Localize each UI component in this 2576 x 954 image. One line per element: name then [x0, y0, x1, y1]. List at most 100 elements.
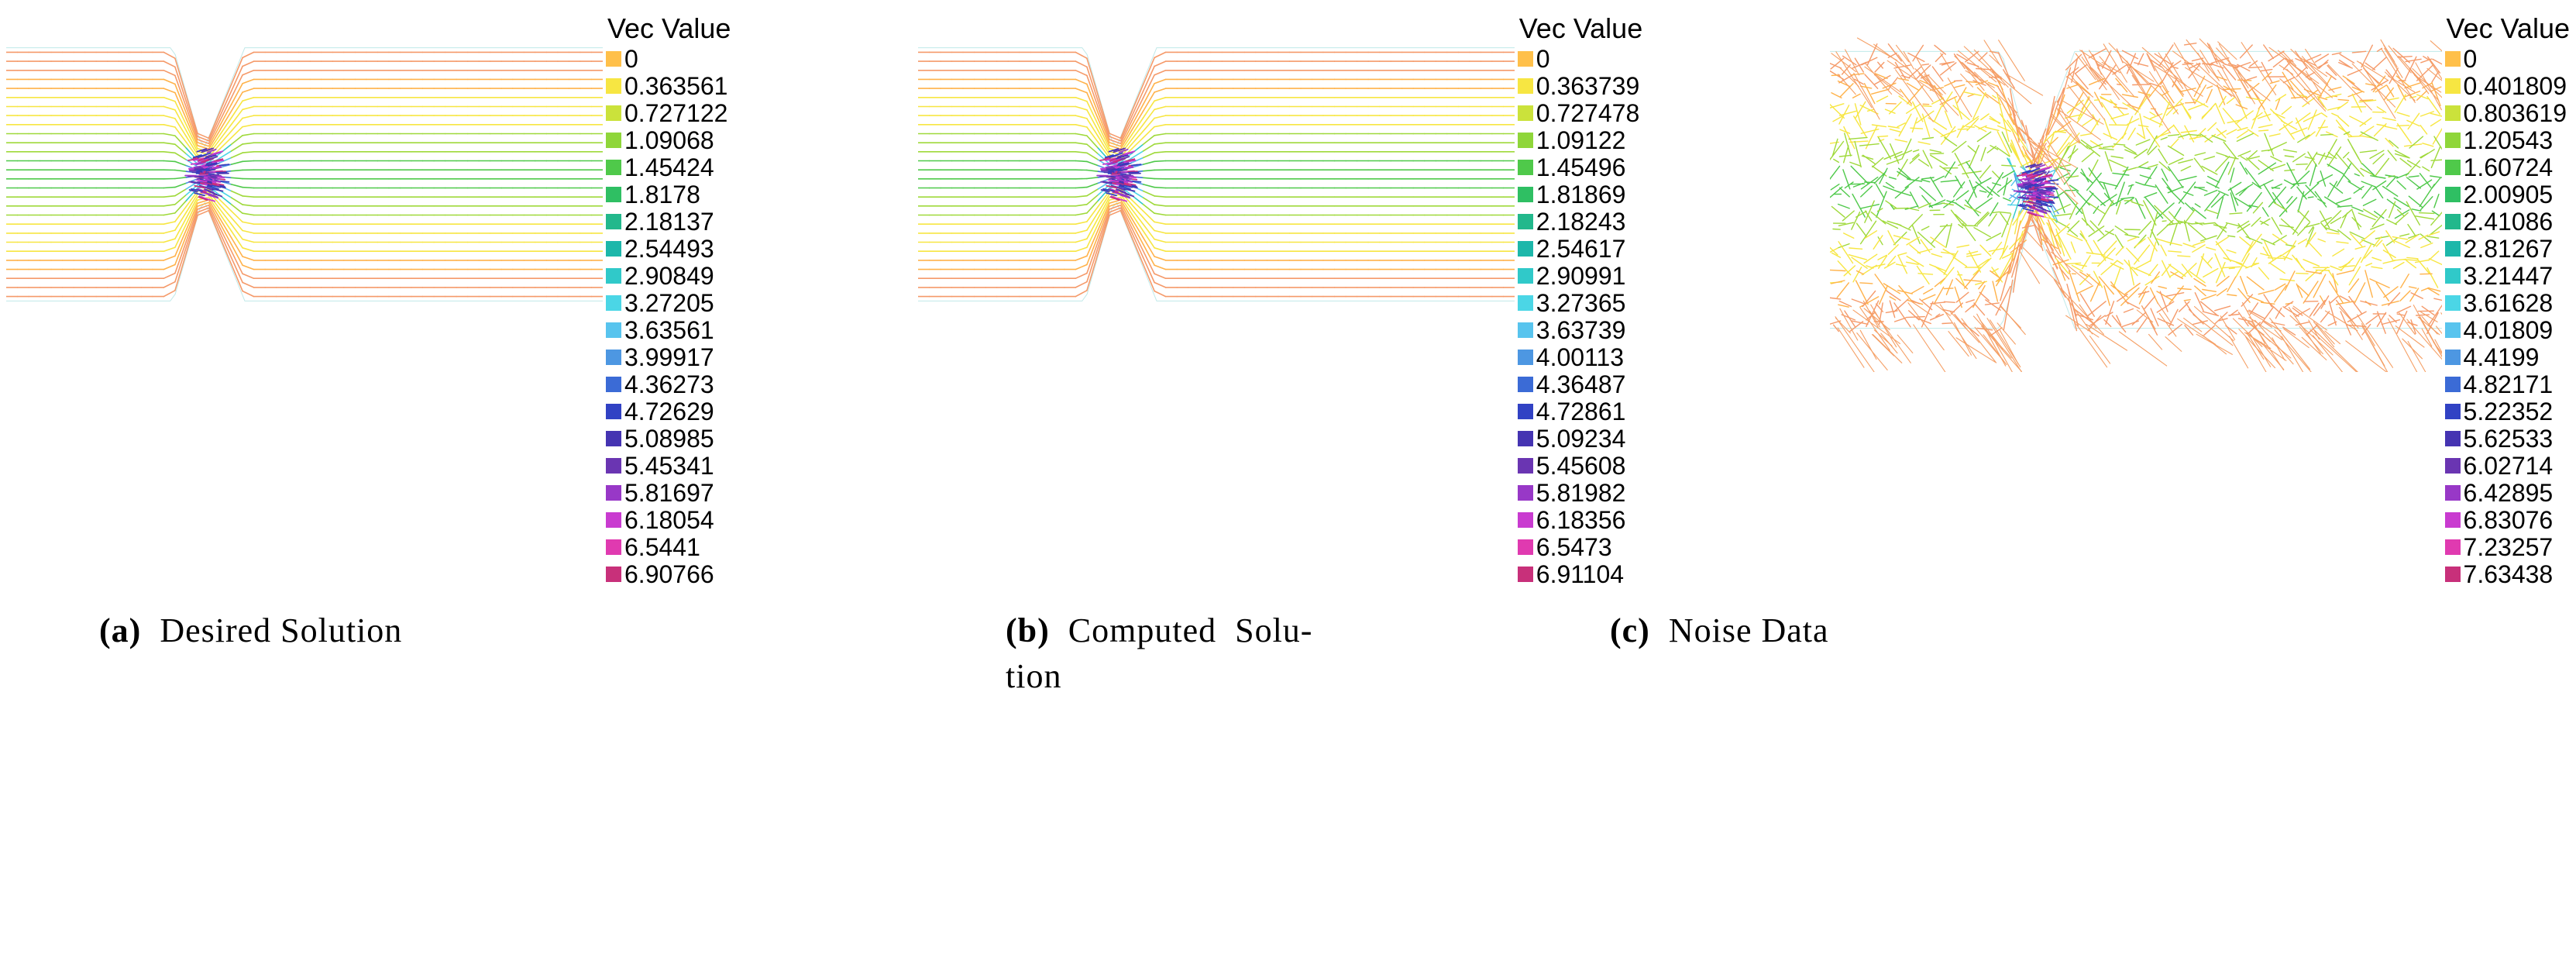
caption-text: Computed Solu-: [1050, 611, 1313, 649]
legend-row: 0.363739: [1518, 74, 1642, 98]
legend-row: 2.54493: [606, 236, 731, 261]
legend-swatch: [2445, 431, 2461, 446]
legend-row: 4.01809: [2445, 318, 2570, 343]
legend-swatch: [1518, 512, 1533, 528]
legend-row: 2.90991: [1518, 263, 1642, 288]
legend-swatch: [2445, 322, 2461, 338]
legend-swatch: [2445, 458, 2461, 474]
legend-row: 4.4199: [2445, 345, 2570, 370]
legend-swatch: [606, 105, 621, 121]
legend-row: 3.27365: [1518, 291, 1642, 315]
legend-label: 5.08985: [624, 426, 714, 451]
legend-row: 6.42895: [2445, 480, 2570, 505]
legend-row: 6.18356: [1518, 508, 1642, 532]
legend-label: 2.18243: [1536, 209, 1626, 234]
legend-row: 0: [1518, 46, 1642, 71]
legend-row: 0.727478: [1518, 101, 1642, 126]
legend-row: 2.18137: [606, 209, 731, 234]
legend-label: 1.45496: [1536, 155, 1626, 180]
panel-b: Vec Value00.3637390.7274781.091221.45496…: [918, 8, 1642, 589]
legend-c: Vec Value00.4018090.8036191.205431.60724…: [2445, 12, 2570, 589]
legend-row: 4.36273: [606, 372, 731, 397]
vector-field-svg: [918, 8, 1515, 341]
legend-swatch: [606, 133, 621, 148]
panel-top-c: Vec Value00.4018090.8036191.205431.60724…: [1830, 8, 2570, 589]
legend-swatch: [606, 214, 621, 229]
legend-row: 2.41086: [2445, 209, 2570, 234]
legend-row: 5.09234: [1518, 426, 1642, 451]
legend-row: 5.81982: [1518, 480, 1642, 505]
legend-swatch: [2445, 187, 2461, 202]
legend-title: Vec Value: [1519, 12, 1642, 45]
legend-swatch: [606, 377, 621, 392]
legend-row: 6.5473: [1518, 535, 1642, 560]
legend-row: 4.72861: [1518, 399, 1642, 424]
legend-label: 6.90766: [624, 562, 714, 587]
plot-c: [1830, 8, 2442, 372]
legend-swatch: [1518, 404, 1533, 419]
legend-row: 3.63739: [1518, 318, 1642, 343]
legend-swatch: [606, 539, 621, 555]
caption-tag: (b): [1006, 611, 1050, 649]
legend-swatch: [1518, 268, 1533, 284]
legend-swatch: [1518, 241, 1533, 257]
legend-row: 3.61628: [2445, 291, 2570, 315]
legend-swatch: [606, 322, 621, 338]
legend-row: 2.18243: [1518, 209, 1642, 234]
legend-label: 4.36273: [624, 372, 714, 397]
legend-row: 0.727122: [606, 101, 731, 126]
panel-top-a: Vec Value00.3635610.7271221.090681.45424…: [6, 8, 731, 589]
legend-row: 1.60724: [2445, 155, 2570, 180]
legend-row: 4.72629: [606, 399, 731, 424]
legend-a: Vec Value00.3635610.7271221.090681.45424…: [606, 12, 731, 589]
legend-label: 5.45341: [624, 453, 714, 478]
legend-swatch: [1518, 377, 1533, 392]
legend-label: 0.401809: [2464, 74, 2567, 98]
caption-text: Desired Solution: [141, 611, 402, 649]
legend-label: 0.727122: [624, 101, 727, 126]
legend-label: 2.90849: [624, 263, 714, 288]
legend-row: 0.401809: [2445, 74, 2570, 98]
legend-row: 6.5441: [606, 535, 731, 560]
legend-swatch: [1518, 78, 1533, 94]
legend-swatch: [2445, 51, 2461, 67]
legend-swatch: [1518, 485, 1533, 501]
legend-label: 6.91104: [1536, 562, 1624, 587]
legend-swatch: [606, 404, 621, 419]
legend-row: 1.81869: [1518, 182, 1642, 207]
legend-row: 2.54617: [1518, 236, 1642, 261]
legend-swatch: [2445, 295, 2461, 311]
legend-swatch: [1518, 322, 1533, 338]
legend-row: 1.09068: [606, 128, 731, 153]
caption-text-line2: tion: [1006, 657, 1061, 695]
legend-row: 6.18054: [606, 508, 731, 532]
legend-swatch: [2445, 539, 2461, 555]
legend-label: 7.63438: [2464, 562, 2554, 587]
legend-swatch: [1518, 160, 1533, 175]
legend-swatch: [2445, 160, 2461, 175]
legend-swatch: [2445, 268, 2461, 284]
caption-a: (a) Desired Solution: [99, 608, 889, 700]
legend-label: 6.5473: [1536, 535, 1612, 560]
legend-row: 5.62533: [2445, 426, 2570, 451]
legend-label: 3.61628: [2464, 291, 2554, 315]
legend-label: 1.45424: [624, 155, 714, 180]
legend-b: Vec Value00.3637390.7274781.091221.45496…: [1518, 12, 1642, 589]
legend-label: 4.82171: [2464, 372, 2554, 397]
legend-row: 1.45496: [1518, 155, 1642, 180]
legend-title: Vec Value: [2447, 12, 2570, 45]
caption-b: (b) Computed Solu-tion: [1006, 608, 1370, 700]
legend-row: 6.02714: [2445, 453, 2570, 478]
legend-label: 1.60724: [2464, 155, 2554, 180]
legend-row: 2.00905: [2445, 182, 2570, 207]
legend-label: 5.62533: [2464, 426, 2554, 451]
legend-row: 6.91104: [1518, 562, 1642, 587]
legend-swatch: [1518, 539, 1533, 555]
legend-label: 6.18356: [1536, 508, 1626, 532]
legend-row: 2.90849: [606, 263, 731, 288]
legend-swatch: [1518, 567, 1533, 582]
panel-top-b: Vec Value00.3637390.7274781.091221.45496…: [918, 8, 1642, 589]
legend-label: 5.45608: [1536, 453, 1626, 478]
legend-swatch: [1518, 431, 1533, 446]
plot-a: [6, 8, 603, 341]
